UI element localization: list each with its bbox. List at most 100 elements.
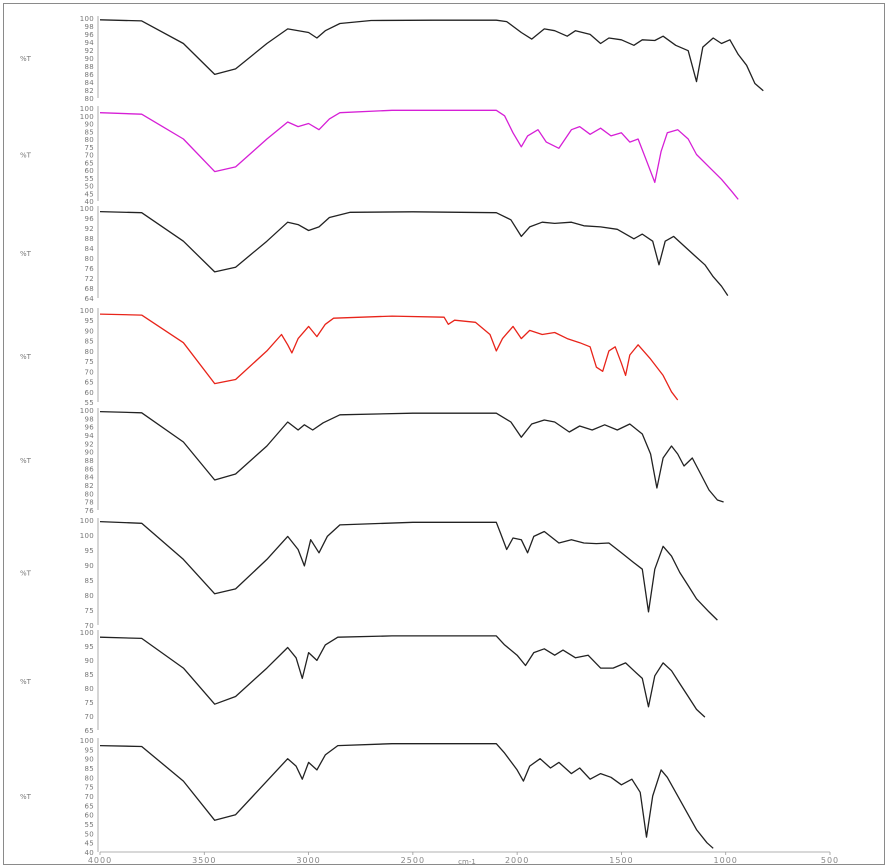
spectrum-line xyxy=(99,520,718,621)
y-tick-label: 40 xyxy=(84,198,94,206)
y-tick-label: 70 xyxy=(84,713,94,721)
y-tick-label: 80 xyxy=(84,490,94,498)
spectrum-line xyxy=(99,210,729,296)
x-axis-label: cm-1 xyxy=(458,858,476,866)
y-tick-label: 90 xyxy=(84,121,94,129)
x-tick-label: 1500 xyxy=(609,856,633,865)
y-tick-label: 100 xyxy=(80,532,94,540)
y-tick-label: 70 xyxy=(84,152,94,160)
spectrum-line xyxy=(99,313,679,401)
y-tick-label: 75 xyxy=(84,607,94,615)
y-tick-label: 86 xyxy=(84,71,94,79)
y-axis-label: %T xyxy=(20,570,32,578)
y-axis-label: %T xyxy=(20,55,32,63)
y-tick-label: 80 xyxy=(84,592,94,600)
y-axis-label: %T xyxy=(20,250,32,258)
y-tick-label: 90 xyxy=(84,327,94,335)
y-tick-label: 100 xyxy=(80,407,94,415)
y-tick-label: 84 xyxy=(84,474,94,482)
y-tick-label: 76 xyxy=(84,507,94,515)
y-tick-label: 45 xyxy=(84,190,94,198)
x-tick-label: 3500 xyxy=(192,856,216,865)
x-tick-label: 500 xyxy=(821,856,839,865)
y-axis-label: %T xyxy=(20,793,32,801)
spectrum-line xyxy=(99,743,714,849)
y-axis-label: %T xyxy=(20,152,32,160)
y-tick-label: 65 xyxy=(84,802,94,810)
x-tick-label: 2500 xyxy=(401,856,425,865)
y-tick-label: 80 xyxy=(84,95,94,103)
y-axis-label: %T xyxy=(20,353,32,361)
y-tick-label: 100 xyxy=(80,105,94,113)
y-axis-label: %T xyxy=(20,457,32,465)
y-tick-label: 70 xyxy=(84,622,94,630)
y-tick-label: 100 xyxy=(80,737,94,745)
x-tick-label: 2000 xyxy=(505,856,529,865)
y-tick-label: 65 xyxy=(84,379,94,387)
y-tick-label: 80 xyxy=(84,255,94,263)
y-tick-label: 100 xyxy=(80,15,94,23)
y-tick-label: 98 xyxy=(84,415,94,423)
y-tick-label: 96 xyxy=(84,424,94,432)
y-tick-label: 86 xyxy=(84,465,94,473)
spectrum-line xyxy=(99,410,724,503)
y-tick-label: 40 xyxy=(84,849,94,857)
spectrum-panel-7: 100 95 90 85 80 75 70 65 %T xyxy=(20,629,706,735)
y-tick-label: 55 xyxy=(84,821,94,829)
y-tick-label: 88 xyxy=(84,235,94,243)
y-tick-label: 45 xyxy=(84,840,94,848)
y-tick-label: 88 xyxy=(84,457,94,465)
y-tick-label: 96 xyxy=(84,31,94,39)
y-tick-label: 100 xyxy=(80,629,94,637)
y-tick-label: 92 xyxy=(84,440,94,448)
y-tick-label: 94 xyxy=(84,39,94,47)
y-tick-label: 82 xyxy=(84,482,94,490)
y-tick-label: 60 xyxy=(84,389,94,397)
y-tick-label: 82 xyxy=(84,87,94,95)
x-tick-label: 4000 xyxy=(88,856,112,865)
y-tick-label: 80 xyxy=(84,348,94,356)
y-tick-label: 85 xyxy=(84,128,94,136)
y-tick-label: 76 xyxy=(84,265,94,273)
y-tick-label: 98 xyxy=(84,23,94,31)
y-tick-label: 55 xyxy=(84,175,94,183)
y-tick-label: 75 xyxy=(84,144,94,152)
y-tick-label: 94 xyxy=(84,432,94,440)
y-tick-label: 60 xyxy=(84,812,94,820)
y-tick-label: 100 xyxy=(80,205,94,213)
y-tick-label: 90 xyxy=(84,55,94,63)
y-tick-label: 50 xyxy=(84,183,94,191)
y-tick-label: 100 xyxy=(80,307,94,315)
y-tick-label: 72 xyxy=(84,275,94,283)
x-tick-label: 1000 xyxy=(714,856,738,865)
y-tick-label: 92 xyxy=(84,225,94,233)
x-tick-label: 3000 xyxy=(296,856,320,865)
y-tick-label: 90 xyxy=(84,449,94,457)
y-tick-label: 80 xyxy=(84,136,94,144)
y-tick-label: 90 xyxy=(84,756,94,764)
y-tick-label: 50 xyxy=(84,830,94,838)
y-tick-label: 75 xyxy=(84,699,94,707)
y-tick-label: 64 xyxy=(84,295,94,303)
spectrum-panel-3: 100 96 92 88 84 80 76 72 68 64 %T xyxy=(20,205,729,303)
y-tick-label: 95 xyxy=(84,746,94,754)
y-tick-label: 70 xyxy=(84,793,94,801)
y-tick-label: 75 xyxy=(84,784,94,792)
y-tick-label: 85 xyxy=(84,338,94,346)
y-tick-label: 95 xyxy=(84,547,94,555)
y-tick-label: 92 xyxy=(84,47,94,55)
y-tick-label: 96 xyxy=(84,215,94,223)
y-tick-label: 85 xyxy=(84,765,94,773)
y-tick-label: 88 xyxy=(84,63,94,71)
y-tick-label: 70 xyxy=(84,368,94,376)
y-tick-label: 90 xyxy=(84,657,94,665)
y-tick-label: 65 xyxy=(84,159,94,167)
y-tick-label: 85 xyxy=(84,671,94,679)
y-tick-label: 75 xyxy=(84,358,94,366)
y-tick-label: 84 xyxy=(84,79,94,87)
y-tick-label: 100 xyxy=(80,517,94,525)
y-tick-label: 80 xyxy=(84,685,94,693)
